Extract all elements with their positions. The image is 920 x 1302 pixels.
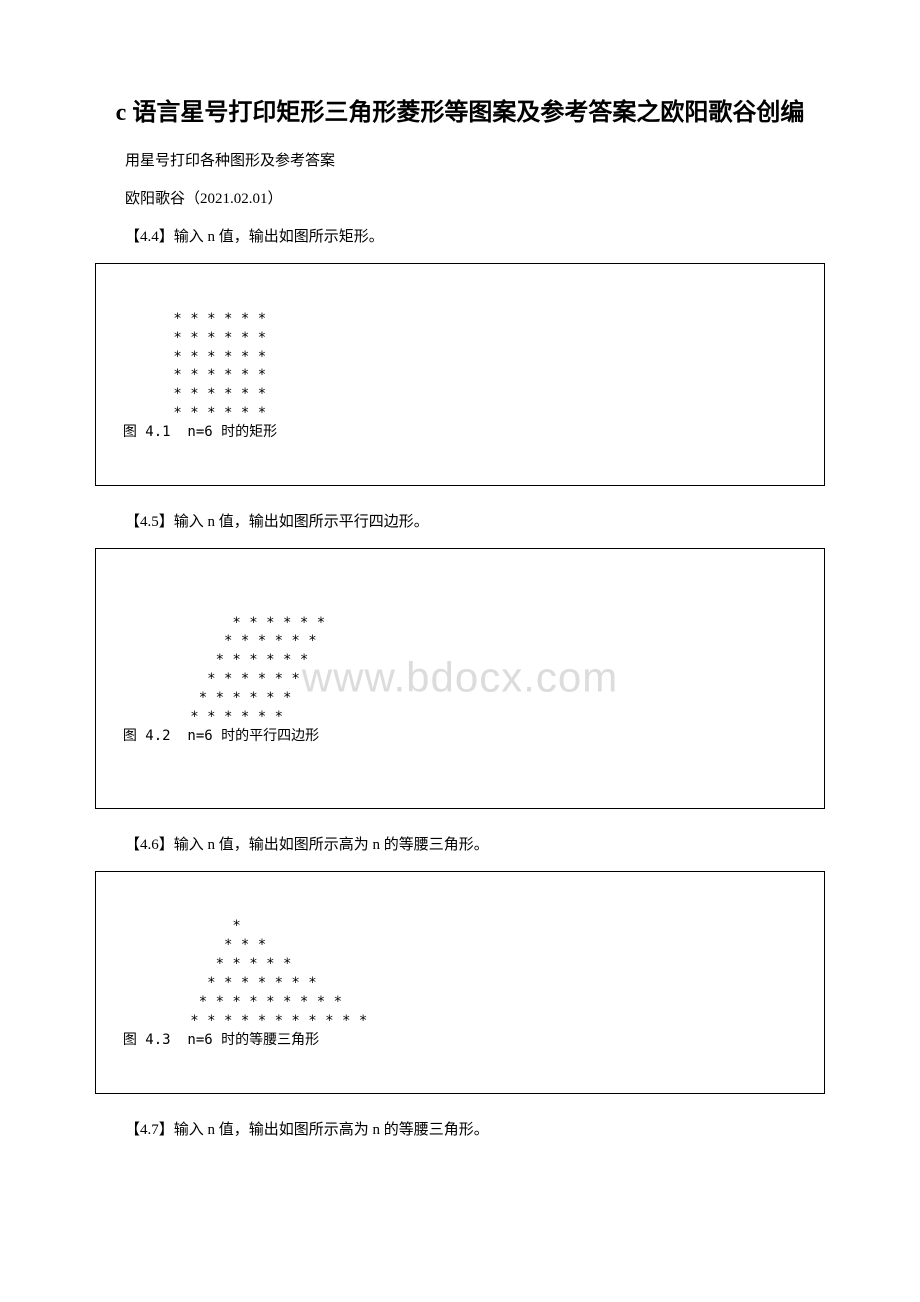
problem-45-prompt: 【4.5】输入 n 值，输出如图所示平行四边形。	[95, 510, 825, 534]
code-box-44: * * * * * * * * * * * * * * * * * * * * …	[95, 263, 825, 486]
code-box-45: www.bdocx.com * * * * * * * * * * * * * …	[95, 548, 825, 809]
problem-46-prompt: 【4.6】输入 n 值，输出如图所示高为 n 的等腰三角形。	[95, 833, 825, 857]
document-title: c 语言星号打印矩形三角形菱形等图案及参考答案之欧阳歌谷创编	[95, 95, 825, 131]
code-content-45: * * * * * * * * * * * * * * * * * * * * …	[106, 614, 814, 746]
code-content-46: * * * * * * * * * * * * * * * * * * * * …	[106, 917, 814, 1049]
code-box-46: * * * * * * * * * * * * * * * * * * * * …	[95, 871, 825, 1094]
problem-44-prompt: 【4.4】输入 n 值，输出如图所示矩形。	[95, 225, 825, 249]
problem-47-prompt: 【4.7】输入 n 值，输出如图所示高为 n 的等腰三角形。	[95, 1118, 825, 1142]
subtitle: 用星号打印各种图形及参考答案	[95, 149, 825, 173]
code-content-44: * * * * * * * * * * * * * * * * * * * * …	[106, 310, 814, 442]
author-line: 欧阳歌谷（2021.02.01）	[95, 187, 825, 211]
